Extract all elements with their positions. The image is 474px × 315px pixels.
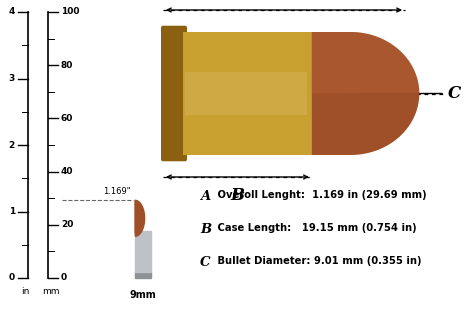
Text: 2: 2 xyxy=(9,140,15,150)
Polygon shape xyxy=(312,32,419,155)
FancyBboxPatch shape xyxy=(161,26,187,161)
Text: 3: 3 xyxy=(9,74,15,83)
Text: Overoll Lenght:  1.169 in (29.69 mm): Overoll Lenght: 1.169 in (29.69 mm) xyxy=(214,190,427,200)
Text: A: A xyxy=(278,0,291,2)
Text: Bullet Diameter: 9.01 mm (0.355 in): Bullet Diameter: 9.01 mm (0.355 in) xyxy=(214,256,421,266)
Text: 1: 1 xyxy=(9,207,15,216)
Text: 60: 60 xyxy=(61,114,73,123)
Text: A: A xyxy=(200,190,210,203)
Bar xyxy=(135,231,151,272)
Text: 100: 100 xyxy=(61,8,80,16)
Text: mm: mm xyxy=(42,288,60,296)
Text: 80: 80 xyxy=(61,61,73,70)
Text: B: B xyxy=(200,223,211,236)
Text: 40: 40 xyxy=(61,167,73,176)
Bar xyxy=(135,272,151,278)
Text: in: in xyxy=(21,288,29,296)
Text: 0: 0 xyxy=(61,273,67,283)
Polygon shape xyxy=(312,32,419,94)
Text: Case Length:   19.15 mm (0.754 in): Case Length: 19.15 mm (0.754 in) xyxy=(214,223,417,233)
Text: 9mm: 9mm xyxy=(129,290,156,300)
Bar xyxy=(185,72,307,115)
Text: C: C xyxy=(448,85,461,102)
Text: B: B xyxy=(230,187,245,204)
Text: 20: 20 xyxy=(61,220,73,229)
Polygon shape xyxy=(135,200,145,236)
Bar xyxy=(183,32,312,155)
Text: 0: 0 xyxy=(9,273,15,283)
Text: C: C xyxy=(200,256,210,269)
Text: 1.169": 1.169" xyxy=(103,187,131,196)
Text: 4: 4 xyxy=(9,8,15,16)
